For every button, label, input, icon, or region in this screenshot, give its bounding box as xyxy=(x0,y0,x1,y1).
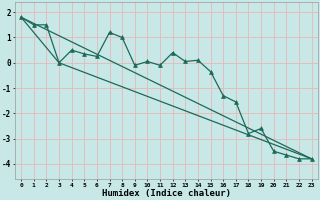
X-axis label: Humidex (Indice chaleur): Humidex (Indice chaleur) xyxy=(102,189,231,198)
